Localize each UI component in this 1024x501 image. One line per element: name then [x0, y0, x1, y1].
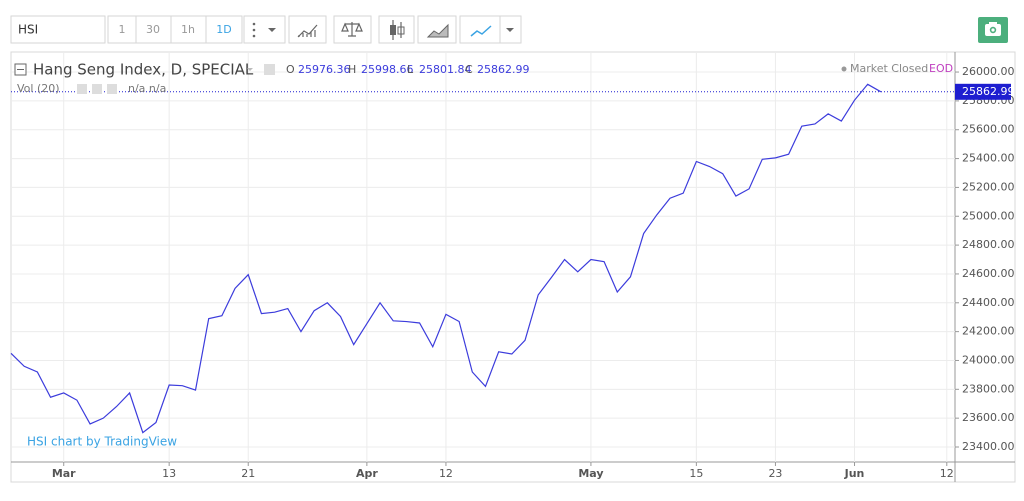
- market-status: Market Closed: [850, 62, 928, 75]
- y-tick-label: 24400.00: [962, 296, 1015, 309]
- ohlc-value: 25801.84: [419, 63, 472, 76]
- symbol: HSI: [18, 23, 38, 37]
- x-tick-label: Apr: [356, 467, 378, 480]
- interval-button[interactable]: 30: [146, 23, 160, 36]
- feed-label: EOD: [929, 62, 953, 75]
- plot: 25862.99: [10, 83, 1015, 434]
- y-tick-label: 24200.00: [962, 325, 1015, 338]
- interval-group: [107, 15, 243, 44]
- chart-frame: [10, 51, 1016, 483]
- grid: 23400.00 23600.00 23800.00 24000.00 24200.00…: [11, 52, 1015, 480]
- y-tick-label: 23600.00: [962, 411, 1015, 424]
- settings-icon[interactable]: [264, 64, 275, 75]
- last-price-label: 25862.99: [962, 85, 1015, 98]
- last-price-badge: [955, 83, 1011, 100]
- y-tick-label: 24000.00: [962, 353, 1015, 366]
- x-tick-label: Jun: [844, 467, 865, 480]
- candles-button[interactable]: [378, 15, 415, 44]
- symbol-input[interactable]: [10, 15, 106, 44]
- watermark[interactable]: HSI chart by TradingView: [27, 435, 177, 449]
- y-tick-label: 25600.00: [962, 123, 1015, 136]
- toolbar: HSI 1 30 1h 1D: [10, 15, 1008, 44]
- price-line: [10, 83, 882, 434]
- indicators-button[interactable]: [288, 15, 327, 44]
- y-tick-label: 25000.00: [962, 209, 1015, 222]
- y-tick-label: 24800.00: [962, 238, 1015, 251]
- x-tick-label: 21: [241, 467, 255, 480]
- y-tick-label: 23800.00: [962, 382, 1015, 395]
- ohlc-value: 25976.36: [298, 63, 351, 76]
- interval-button[interactable]: 1h: [181, 23, 195, 36]
- ohlc-value: 25998.66: [361, 63, 414, 76]
- interval-button[interactable]: 1: [119, 23, 126, 36]
- y-tick-label: 25200.00: [962, 180, 1015, 193]
- y-tick-label: 26000.00: [962, 65, 1015, 78]
- x-tick-label: Mar: [52, 467, 76, 480]
- ohlc-label: C: [465, 63, 473, 76]
- ohlc-label: O: [286, 63, 295, 76]
- y-tick-label: 23400.00: [962, 440, 1015, 453]
- volume-label: Vol (20): [17, 82, 60, 95]
- y-tick-label: 24600.00: [962, 267, 1015, 280]
- y-tick-label: 25400.00: [962, 152, 1015, 165]
- area-button[interactable]: [417, 15, 457, 44]
- x-tick-label: 23: [768, 467, 782, 480]
- x-tick-label: 12: [439, 467, 453, 480]
- x-tick-label: May: [578, 467, 603, 480]
- ohlc-value: 25862.99: [477, 63, 530, 76]
- x-tick-label: 15: [689, 467, 703, 480]
- more-button[interactable]: [243, 15, 286, 44]
- x-tick-label: 12: [940, 467, 954, 480]
- interval-button[interactable]: 1D: [216, 23, 231, 36]
- ohlc-label: L: [407, 63, 414, 76]
- ohlc-label: H: [348, 63, 356, 76]
- volume-values: n/a n/a: [128, 82, 166, 95]
- x-tick-label: 13: [162, 467, 176, 480]
- chart-title: Hang Seng Index, D, SPECIAL: [33, 61, 254, 79]
